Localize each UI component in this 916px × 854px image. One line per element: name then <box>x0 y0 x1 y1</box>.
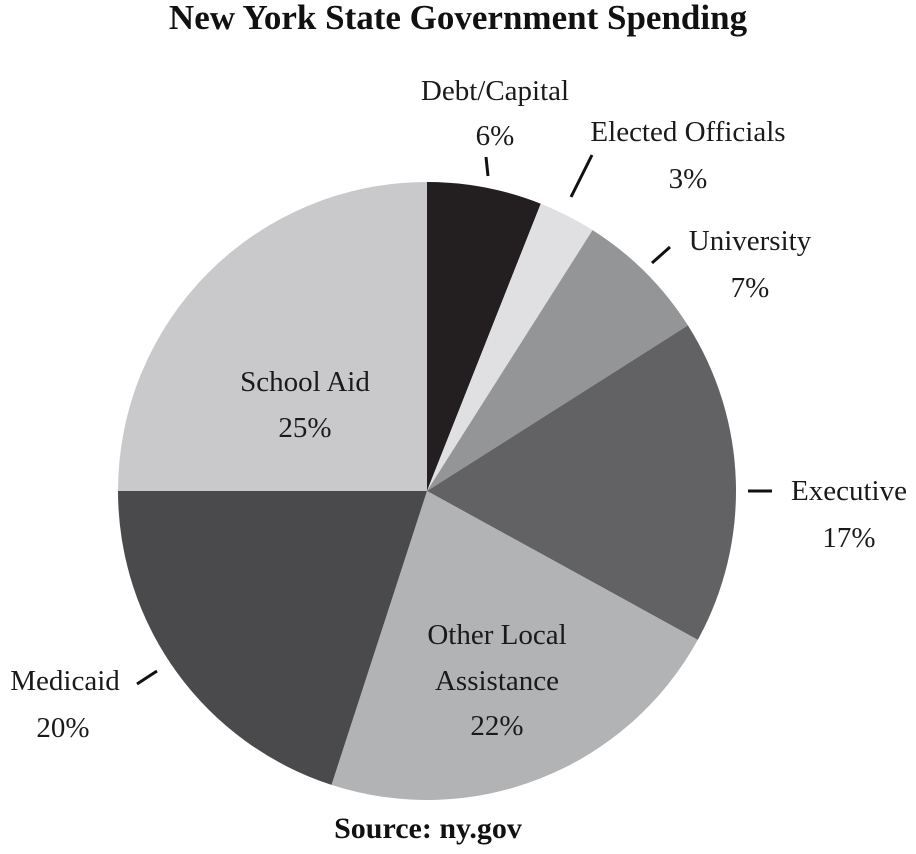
pie-slice-school-aid <box>118 182 427 491</box>
slice-value-medicaid: 20% <box>36 712 89 744</box>
leader-line-debt-capital <box>484 156 490 177</box>
slice-label-executive: Executive <box>791 475 907 507</box>
pie-chart: Debt/Capital 6% Elected Officials 3% Univers… <box>10 75 907 801</box>
slice-value-debt-capital: 6% <box>476 120 515 152</box>
slice-value-executive: 17% <box>822 522 875 554</box>
leader-line-university <box>651 245 671 265</box>
pie-slice-debt-capital <box>427 182 541 491</box>
leader-line-elected-officials <box>569 154 594 198</box>
slice-value-elected-officials: 3% <box>669 163 708 195</box>
pie-slice-elected-officials <box>427 203 593 491</box>
chart-source: Source: ny.gov <box>334 812 522 845</box>
pie-slice-university <box>427 230 688 491</box>
leader-line-medicaid <box>136 669 158 686</box>
slice-label-medicaid: Medicaid <box>10 665 120 697</box>
slice-label-debt-capital: Debt/Capital <box>421 75 569 107</box>
slice-label-elected-officials: Elected Officials <box>590 116 785 148</box>
slice-value-university: 7% <box>731 272 770 304</box>
slice-label-other-local-assistance: Other Local <box>427 619 566 651</box>
slice-value-school-aid: 25% <box>278 412 331 444</box>
slice-label-other-local-assistance: Assistance <box>435 665 559 697</box>
pie-slice-other-local-assistance <box>331 491 698 801</box>
slice-label-school-aid: School Aid <box>240 366 370 398</box>
pie-slice-executive <box>427 325 737 640</box>
pie-slice-medicaid <box>117 491 427 785</box>
slice-value-other-local-assistance: 22% <box>470 710 523 742</box>
slice-label-university: University <box>689 225 812 257</box>
chart-title: New York State Government Spending <box>168 0 748 37</box>
